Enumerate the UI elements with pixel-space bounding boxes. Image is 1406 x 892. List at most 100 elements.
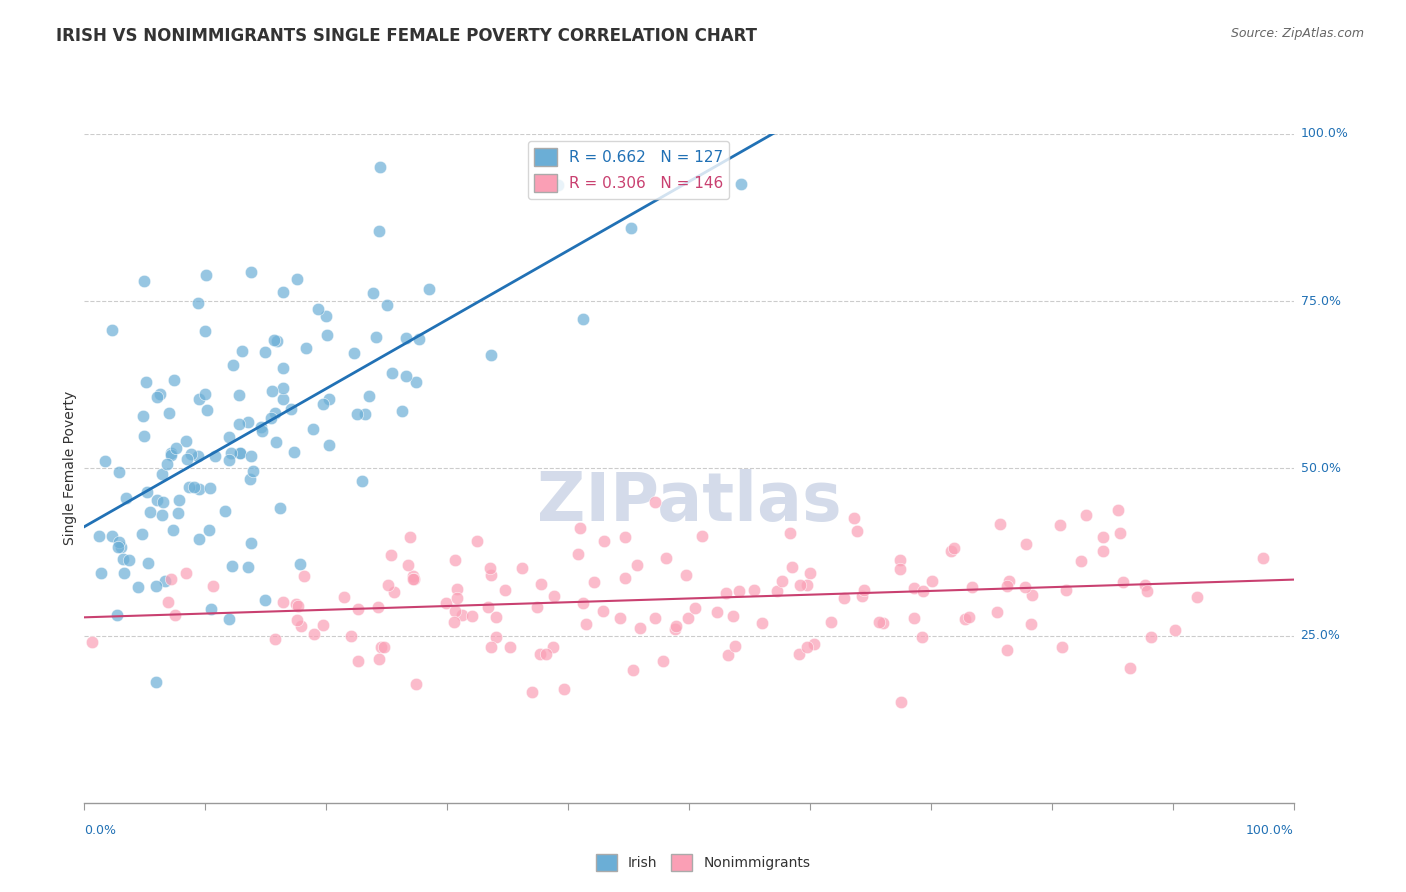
- Point: [264, 632, 287, 646]
- Point: [318, 392, 340, 406]
- Point: [664, 619, 686, 633]
- Point: [796, 578, 818, 592]
- Point: [1052, 640, 1074, 654]
- Point: [1019, 617, 1042, 632]
- Point: [285, 272, 308, 286]
- Point: [644, 495, 666, 509]
- Point: [150, 508, 173, 523]
- Point: [479, 348, 502, 362]
- Point: [347, 602, 370, 616]
- Point: [307, 302, 329, 317]
- Point: [494, 583, 516, 598]
- Point: [377, 298, 399, 312]
- Point: [1107, 503, 1129, 517]
- Point: [510, 561, 533, 575]
- Text: 100.0%: 100.0%: [1246, 824, 1294, 837]
- Point: [955, 612, 977, 626]
- Point: [188, 392, 211, 406]
- Point: [1014, 580, 1036, 594]
- Point: [114, 491, 136, 505]
- Point: [651, 654, 673, 668]
- Point: [730, 177, 752, 191]
- Point: [271, 392, 294, 406]
- Point: [382, 585, 405, 599]
- Point: [443, 615, 465, 629]
- Point: [960, 580, 983, 594]
- Point: [194, 387, 217, 401]
- Point: [165, 441, 187, 455]
- Point: [221, 558, 243, 573]
- Point: [271, 381, 294, 395]
- Point: [353, 407, 375, 421]
- Point: [451, 608, 474, 623]
- Point: [162, 523, 184, 537]
- Point: [357, 388, 380, 402]
- Point: [868, 615, 890, 629]
- Point: [380, 548, 402, 562]
- Point: [343, 346, 366, 360]
- Point: [284, 597, 307, 611]
- Point: [434, 596, 457, 610]
- Point: [942, 541, 965, 555]
- Point: [179, 480, 201, 494]
- Point: [194, 268, 217, 282]
- Point: [132, 409, 155, 423]
- Point: [621, 663, 644, 677]
- Point: [105, 608, 128, 623]
- Point: [204, 449, 226, 463]
- Point: [253, 345, 276, 359]
- Point: [998, 574, 1021, 588]
- Point: [530, 576, 553, 591]
- Point: [152, 494, 174, 508]
- Point: [302, 627, 325, 641]
- Point: [499, 640, 522, 654]
- Point: [218, 453, 240, 467]
- Text: 75.0%: 75.0%: [1301, 294, 1340, 308]
- Point: [485, 610, 508, 624]
- Point: [986, 605, 1008, 619]
- Point: [295, 341, 318, 355]
- Point: [851, 590, 873, 604]
- Point: [312, 618, 335, 632]
- Point: [543, 589, 565, 603]
- Point: [676, 611, 699, 625]
- Point: [138, 556, 160, 570]
- Text: IRISH VS NONIMMIGRANTS SINGLE FEMALE POVERTY CORRELATION CHART: IRISH VS NONIMMIGRANTS SINGLE FEMALE POV…: [56, 27, 758, 45]
- Point: [352, 474, 374, 488]
- Text: 25.0%: 25.0%: [1301, 629, 1340, 642]
- Point: [404, 572, 426, 586]
- Point: [1091, 530, 1114, 544]
- Point: [592, 603, 614, 617]
- Point: [402, 572, 425, 586]
- Point: [396, 558, 419, 572]
- Point: [1118, 661, 1140, 675]
- Point: [132, 274, 155, 288]
- Point: [742, 583, 765, 598]
- Point: [302, 422, 325, 436]
- Point: [287, 599, 309, 614]
- Point: [127, 580, 149, 594]
- Point: [218, 429, 240, 443]
- Point: [780, 560, 803, 574]
- Legend: Irish, Nonimmigrants: Irish, Nonimmigrants: [591, 848, 815, 876]
- Point: [108, 465, 131, 479]
- Point: [728, 583, 751, 598]
- Point: [145, 579, 167, 593]
- Point: [547, 178, 569, 193]
- Point: [187, 449, 209, 463]
- Point: [620, 220, 643, 235]
- Point: [690, 529, 713, 543]
- Point: [163, 373, 186, 387]
- Point: [242, 464, 264, 478]
- Point: [187, 483, 209, 497]
- Point: [156, 595, 179, 609]
- Point: [373, 640, 395, 655]
- Point: [160, 572, 183, 586]
- Point: [1015, 537, 1038, 551]
- Point: [995, 578, 1018, 592]
- Point: [145, 675, 167, 690]
- Point: [582, 575, 605, 590]
- Point: [228, 387, 250, 401]
- Point: [228, 417, 250, 432]
- Point: [626, 558, 648, 573]
